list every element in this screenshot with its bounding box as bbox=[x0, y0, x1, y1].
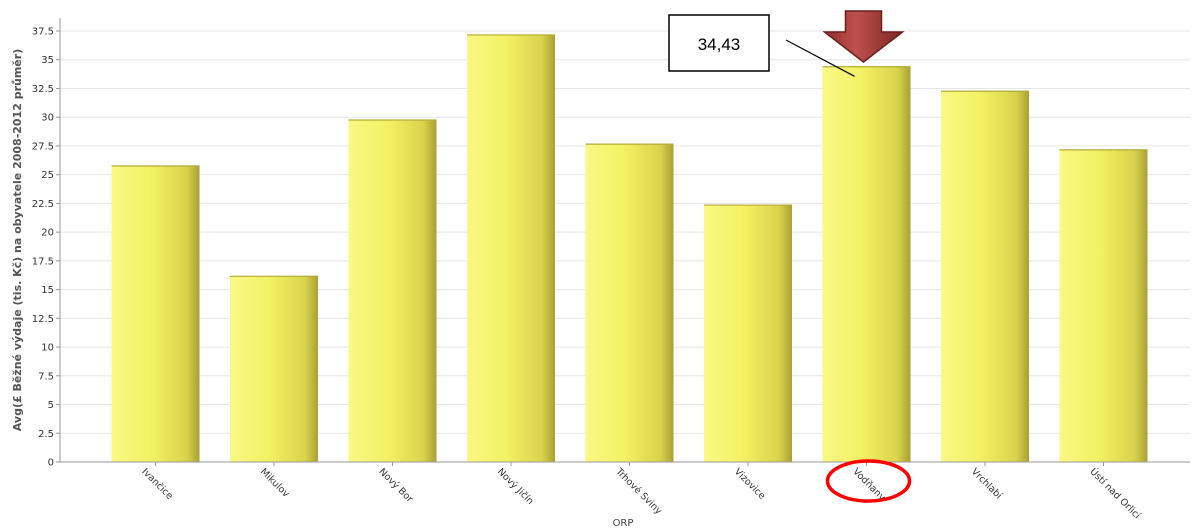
y-tick-label: 5 bbox=[48, 400, 54, 411]
y-tick-label: 37.5 bbox=[32, 27, 54, 38]
bars bbox=[111, 34, 1148, 463]
x-tick-label: Ivančice bbox=[139, 466, 175, 502]
bar bbox=[822, 66, 911, 462]
y-tick-label: 10 bbox=[41, 343, 54, 354]
callout-leader-line bbox=[785, 39, 855, 77]
annotation: 34,43 bbox=[668, 10, 912, 503]
y-tick-label: 30 bbox=[41, 113, 54, 124]
y-tick-label: 7.5 bbox=[38, 371, 54, 382]
y-tick-label: 35 bbox=[41, 55, 54, 66]
bar bbox=[230, 275, 318, 462]
bar bbox=[1059, 149, 1148, 462]
highlight-circle bbox=[825, 459, 912, 503]
x-tick-label: Mikulov bbox=[258, 466, 292, 500]
callout-box bbox=[668, 14, 770, 72]
x-axis-title: ORP bbox=[613, 518, 634, 529]
y-tick-label: 0 bbox=[48, 458, 54, 469]
y-axis-title: Avg(£ Běžné výdaje (tis. Kč) na obyvatel… bbox=[11, 49, 24, 431]
y-tick-label: 15 bbox=[41, 285, 54, 296]
x-tick-label: Nový Bor bbox=[376, 466, 415, 505]
x-tick-label: Vodňany bbox=[850, 466, 887, 503]
y-tick-label: 12.5 bbox=[32, 314, 54, 325]
y-axis: 0 2.5 5 7.5 10 12.5 15 17.5 20 22.5 25 27.5 30 32.5 35… bbox=[32, 18, 61, 469]
bar bbox=[348, 119, 437, 463]
x-tick-label: Trhové Sviny bbox=[613, 466, 664, 517]
x-axis: Ivančice Mikulov Nový Bor Nový Jičín Trhové … bbox=[60, 461, 1190, 522]
bar bbox=[704, 204, 792, 463]
down-arrow-icon bbox=[822, 10, 905, 63]
y-tick-label: 25 bbox=[41, 170, 54, 181]
bar bbox=[941, 90, 1029, 463]
bar bbox=[585, 143, 674, 462]
x-tick-label: Vizovice bbox=[732, 466, 768, 502]
x-tick-label: Ústí nad Orlicí bbox=[1087, 466, 1143, 522]
y-tick-label: 27.5 bbox=[32, 141, 54, 152]
y-tick-label: 2.5 bbox=[38, 429, 54, 440]
y-tick-label: 17.5 bbox=[32, 256, 54, 267]
bar bbox=[111, 165, 200, 463]
x-tick-label: Nový Jičín bbox=[495, 466, 536, 507]
y-tick-label: 22.5 bbox=[32, 199, 54, 210]
bar bbox=[467, 34, 555, 462]
y-tick-label: 20 bbox=[41, 228, 54, 239]
x-tick-label: Vrchlabí bbox=[969, 466, 1004, 501]
y-tick-label: 32.5 bbox=[32, 84, 54, 95]
callout-value: 34,43 bbox=[698, 35, 741, 54]
